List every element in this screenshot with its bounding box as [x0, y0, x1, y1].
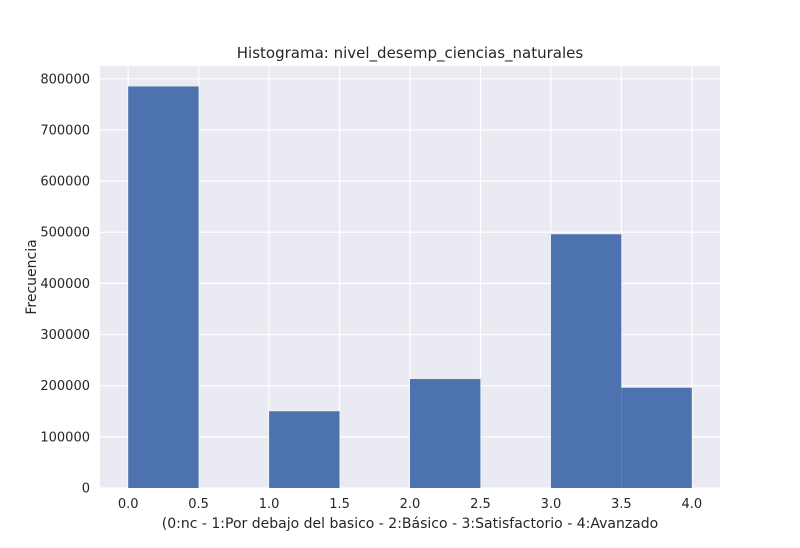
y-tick-label: 300000	[40, 328, 90, 343]
y-tick-label: 200000	[40, 379, 90, 394]
x-axis-ticks: 0.0 0.5 1.0 1.5 2.0 2.5 3.0 3.5 4.0	[118, 497, 702, 512]
histogram-bar	[550, 234, 622, 488]
histogram-bar	[410, 379, 481, 488]
histogram-bar	[128, 86, 199, 489]
y-tick-label: 700000	[40, 123, 90, 138]
histogram-bar	[269, 411, 340, 488]
x-tick-label: 3.5	[611, 497, 632, 512]
x-tick-label: 0.0	[118, 497, 139, 512]
x-axis-label: (0:nc - 1:Por debajo del basico - 2:Bási…	[162, 516, 658, 532]
y-axis-ticks: 0 100000 200000 300000 400000 500000 600000 700…	[40, 72, 90, 496]
y-tick-label: 600000	[40, 175, 90, 190]
x-tick-label: 2.5	[470, 497, 491, 512]
histogram-bars	[128, 86, 692, 489]
chart-title: Histograma: nivel_desemp_ciencias_natura…	[237, 44, 584, 63]
x-tick-label: 3.0	[541, 497, 562, 512]
x-tick-label: 0.5	[188, 497, 209, 512]
y-tick-label: 400000	[40, 277, 90, 292]
x-tick-label: 1.0	[259, 497, 280, 512]
x-tick-label: 4.0	[681, 497, 702, 512]
y-axis-label: Frecuencia	[24, 239, 40, 314]
y-tick-label: 100000	[40, 430, 90, 445]
x-tick-label: 2.0	[400, 497, 421, 512]
y-tick-label: 800000	[40, 72, 90, 87]
y-tick-label: 500000	[40, 226, 90, 241]
y-tick-label: 0	[82, 482, 90, 497]
x-tick-label: 1.5	[329, 497, 350, 512]
histogram-bar	[621, 387, 692, 488]
